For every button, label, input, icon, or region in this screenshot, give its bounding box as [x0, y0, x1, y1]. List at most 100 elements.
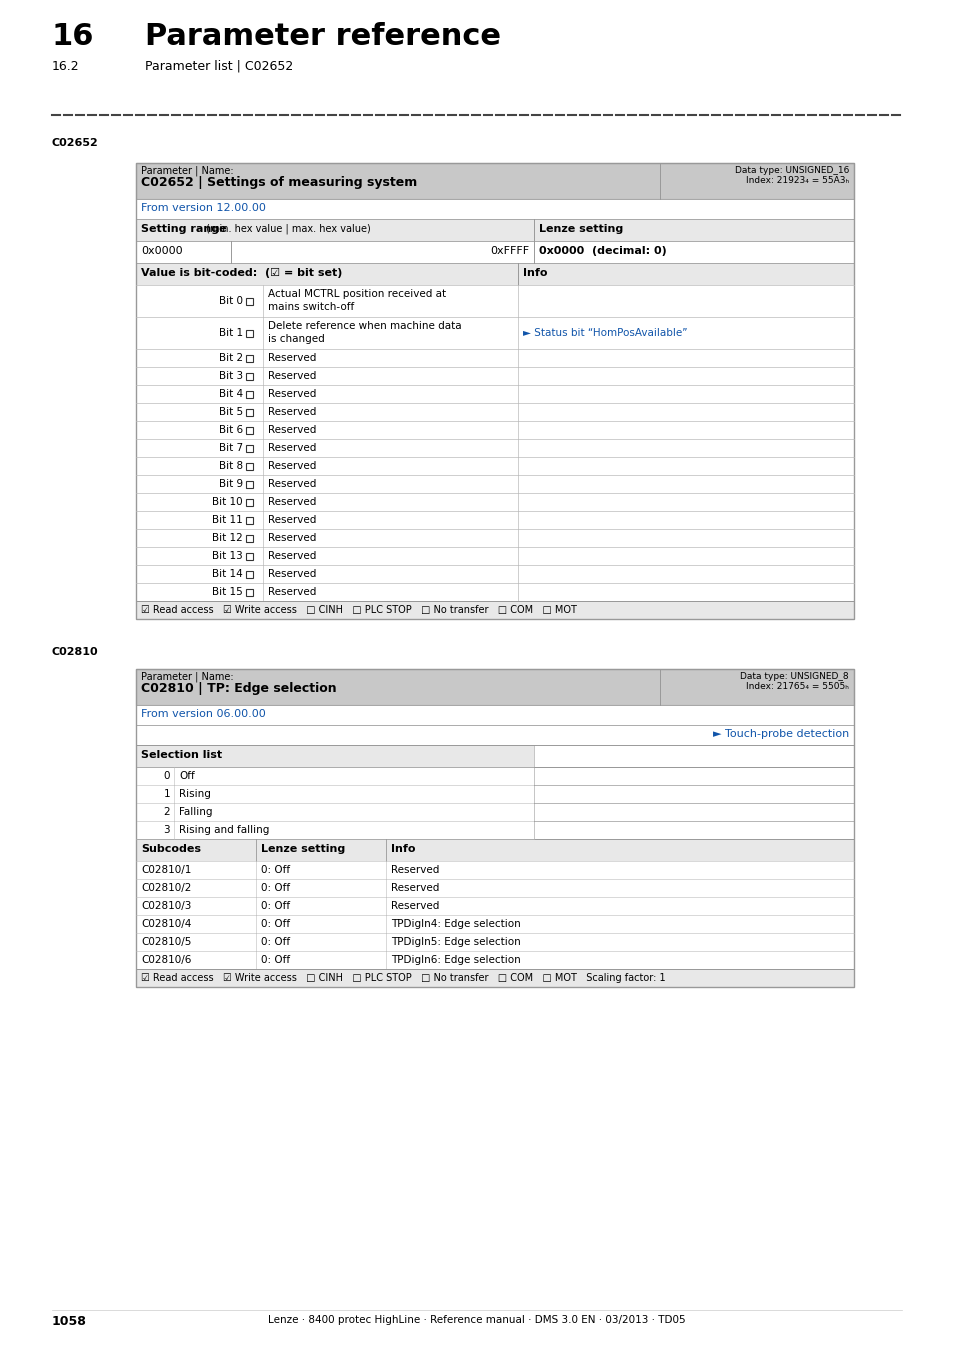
Text: 3: 3	[163, 825, 170, 836]
Text: Lenze setting: Lenze setting	[261, 844, 345, 855]
Text: 16: 16	[52, 22, 94, 51]
Text: Lenze setting: Lenze setting	[538, 224, 622, 234]
Text: Reserved: Reserved	[268, 389, 316, 400]
Bar	[136, 219, 853, 242]
Text: Actual MCTRL position received at: Actual MCTRL position received at	[268, 289, 446, 298]
Bar	[246, 571, 253, 578]
Bar	[534, 803, 853, 821]
Bar	[136, 529, 853, 547]
Bar	[136, 969, 853, 987]
Text: C02652 | Settings of measuring system: C02652 | Settings of measuring system	[141, 176, 416, 189]
Text: 1058: 1058	[52, 1315, 87, 1328]
Text: Reserved: Reserved	[268, 533, 316, 543]
Text: Bit 12: Bit 12	[212, 533, 243, 543]
Text: Value is bit-coded:  (☑ = bit set): Value is bit-coded: (☑ = bit set)	[141, 269, 342, 278]
Text: Data type: UNSIGNED_16: Data type: UNSIGNED_16	[734, 166, 848, 176]
Text: Bit 8: Bit 8	[218, 460, 243, 471]
Text: Reserved: Reserved	[268, 551, 316, 562]
Text: Parameter | Name:: Parameter | Name:	[141, 166, 233, 177]
Text: C02810: C02810	[52, 647, 98, 657]
Bar	[246, 427, 253, 433]
Text: Bit 14: Bit 14	[212, 568, 243, 579]
Bar	[246, 297, 253, 305]
Text: Bit 9: Bit 9	[218, 479, 243, 489]
Text: Reserved: Reserved	[268, 514, 316, 525]
Text: Bit 4: Bit 4	[218, 389, 243, 400]
Text: ► Status bit “HomPosAvailable”: ► Status bit “HomPosAvailable”	[522, 328, 687, 338]
Bar	[136, 547, 853, 566]
Text: C02810/6: C02810/6	[141, 954, 192, 965]
Bar	[246, 409, 253, 416]
Bar	[136, 601, 853, 620]
Text: Index: 21765₄ = 5505ₕ: Index: 21765₄ = 5505ₕ	[745, 682, 848, 691]
Text: Parameter | Name:: Parameter | Name:	[141, 672, 233, 683]
Text: Off: Off	[179, 771, 194, 782]
Bar	[136, 458, 853, 475]
Text: Reserved: Reserved	[268, 479, 316, 489]
Text: Reserved: Reserved	[391, 883, 439, 892]
Bar	[136, 198, 853, 219]
Text: Parameter list | C02652: Parameter list | C02652	[145, 59, 293, 73]
Text: 0: 0	[163, 771, 170, 782]
Text: Reserved: Reserved	[268, 371, 316, 381]
Text: C02810/2: C02810/2	[141, 883, 192, 892]
Bar	[136, 350, 853, 367]
Text: C02652: C02652	[52, 138, 99, 148]
Bar	[136, 933, 853, 950]
Bar	[136, 421, 853, 439]
Text: Info: Info	[522, 269, 547, 278]
Text: Reserved: Reserved	[391, 865, 439, 875]
Text: (min. hex value | max. hex value): (min. hex value | max. hex value)	[203, 224, 371, 235]
Text: Bit 6: Bit 6	[218, 425, 243, 435]
Text: Bit 1: Bit 1	[218, 328, 243, 338]
Bar	[246, 355, 253, 362]
Text: Parameter reference: Parameter reference	[145, 22, 500, 51]
Text: ☑ Read access   ☑ Write access   □ CINH   □ PLC STOP   □ No transfer   □ COM   □: ☑ Read access ☑ Write access □ CINH □ PL…	[141, 973, 665, 983]
Bar	[136, 879, 853, 896]
Bar	[136, 725, 853, 745]
Text: TPDigIn5: Edge selection: TPDigIn5: Edge selection	[391, 937, 520, 946]
Bar	[136, 385, 853, 404]
Text: Reserved: Reserved	[268, 497, 316, 508]
Text: 2: 2	[163, 807, 170, 817]
Text: Rising and falling: Rising and falling	[179, 825, 269, 836]
Bar	[136, 670, 853, 987]
Text: C02810/3: C02810/3	[141, 900, 192, 911]
Bar	[246, 390, 253, 397]
Bar	[136, 705, 853, 725]
Text: 0: Off: 0: Off	[261, 865, 290, 875]
Bar	[136, 317, 853, 350]
Bar	[136, 861, 853, 879]
Bar	[246, 444, 253, 451]
Text: From version 06.00.00: From version 06.00.00	[141, 709, 266, 720]
Text: Setting range: Setting range	[141, 224, 227, 234]
Bar	[136, 285, 853, 317]
Bar	[534, 821, 853, 838]
Bar	[136, 367, 853, 385]
Bar	[136, 263, 853, 285]
Text: Bit 10: Bit 10	[213, 497, 243, 508]
Text: 16.2: 16.2	[52, 59, 79, 73]
Bar	[136, 566, 853, 583]
Text: Bit 7: Bit 7	[218, 443, 243, 454]
Text: Index: 21923₄ = 55A3ₕ: Index: 21923₄ = 55A3ₕ	[745, 176, 848, 185]
Text: 0: Off: 0: Off	[261, 954, 290, 965]
Bar	[136, 583, 853, 601]
Text: Selection list: Selection list	[141, 751, 222, 760]
Text: Bit 13: Bit 13	[212, 551, 243, 562]
Bar	[246, 373, 253, 379]
Text: 0xFFFF: 0xFFFF	[489, 246, 529, 256]
Bar	[534, 784, 853, 803]
Text: Bit 3: Bit 3	[218, 371, 243, 381]
Bar	[136, 493, 853, 512]
Bar	[246, 552, 253, 559]
Bar	[136, 439, 853, 458]
Text: C02810/1: C02810/1	[141, 865, 192, 875]
Text: Reserved: Reserved	[268, 460, 316, 471]
Text: From version 12.00.00: From version 12.00.00	[141, 202, 266, 213]
Text: Bit 15: Bit 15	[212, 587, 243, 597]
Bar	[136, 404, 853, 421]
Text: ► Touch-probe detection: ► Touch-probe detection	[712, 729, 848, 738]
Bar	[136, 512, 853, 529]
Text: Subcodes: Subcodes	[141, 844, 201, 855]
